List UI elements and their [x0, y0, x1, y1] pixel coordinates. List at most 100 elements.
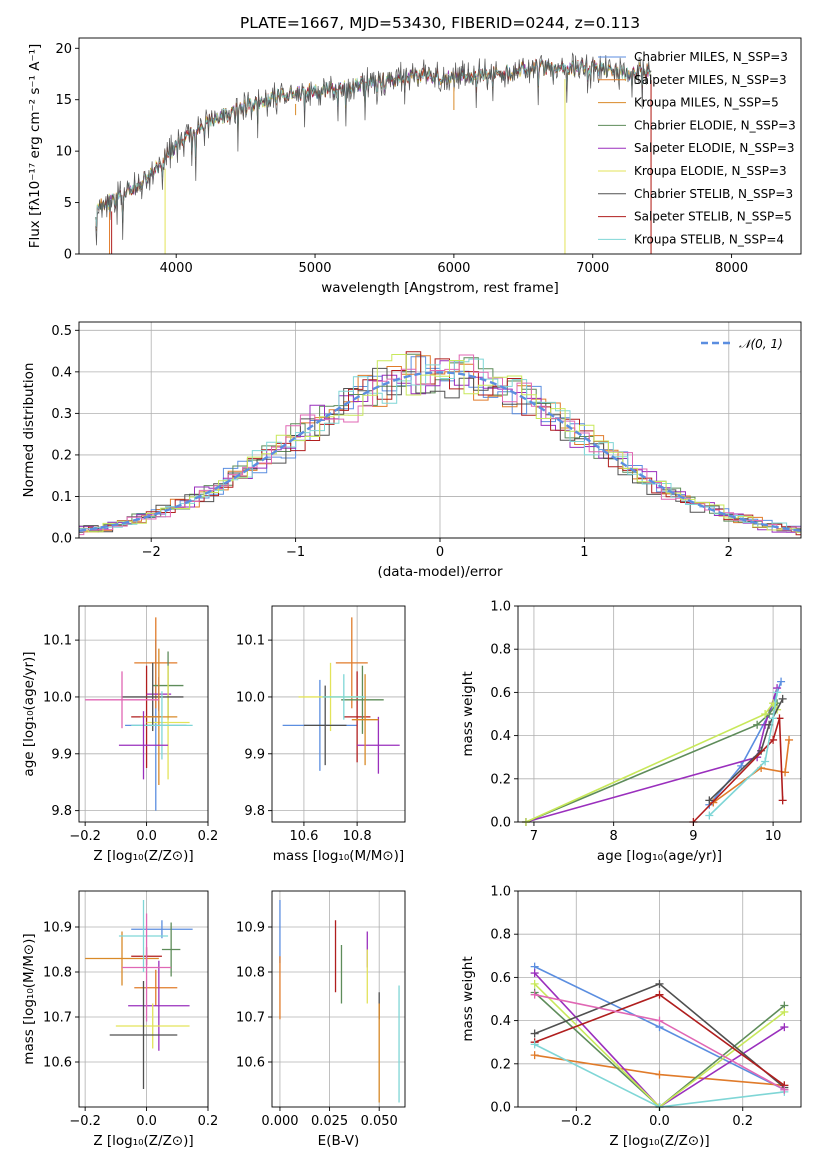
y-tick-label: 1.0: [490, 885, 511, 900]
series-marker: [769, 714, 778, 723]
x-tick-label: 1: [580, 545, 588, 560]
plot-frame: [78, 605, 209, 823]
x-tick-label: 8000: [715, 261, 748, 276]
legend-label: Kroupa STELIB, N_SSP=4: [634, 232, 784, 246]
errorbar-point: [122, 662, 184, 732]
errorbar-point: [118, 900, 169, 972]
y-tick-label: 0.6: [490, 971, 511, 986]
x-tick-label: 5000: [298, 261, 331, 276]
y-tick-label: 0.2: [490, 1057, 511, 1072]
frame-spectrum: 4000 5000 6000 7000 8000 0 5 10 15 20 wavelength […: [27, 37, 802, 296]
x-tick-label: −1: [286, 545, 305, 560]
y-tick-label: 10.1: [43, 634, 72, 649]
y-tick-label: 0.8: [490, 928, 511, 943]
y-axis-label: mass weight: [460, 671, 476, 756]
y-axis-label: Flux [fλ10⁻¹⁷ erg cm⁻² s⁻¹ A⁻¹]: [27, 44, 43, 249]
frame-ebv-mass: 0.000 0.025 0.050 10.6 10.7 10.8 10.9 E(B-V): [236, 890, 406, 1149]
y-tick-label: 0.0: [490, 816, 511, 831]
errorbar-point: [134, 969, 178, 1006]
frame-age-weight: 7 8 9 10 0.0 0.2 0.4 0.6 0.8 1.0 age [log₁₀(age/yr…: [460, 600, 802, 864]
x-tick-label: 10: [765, 829, 782, 844]
plot-frame: [517, 605, 802, 823]
y-tick-label: 9.8: [244, 804, 265, 819]
plot-frame: [78, 37, 802, 255]
normal-curve: [79, 371, 801, 532]
y-axis-label: mass weight: [460, 956, 476, 1041]
errorbar-point: [131, 920, 193, 939]
histogram-legend: 𝒩(0, 1): [701, 337, 783, 351]
y-tick-label: 0: [64, 248, 72, 263]
y-tick-label: 10.6: [236, 1056, 265, 1071]
series-marker: [530, 1040, 539, 1049]
y-tick-label: 10.6: [43, 1056, 72, 1071]
y-axis-label: Normed distribution: [21, 363, 37, 498]
y-tick-label: 10.0: [43, 690, 72, 705]
x-tick-label: −0.2: [69, 829, 101, 844]
y-tick-label: 5: [64, 196, 72, 211]
legend-label: Kroupa MILES, N_SSP=5: [634, 96, 779, 110]
y-tick-label: 20: [55, 42, 72, 57]
series-marker: [530, 969, 539, 978]
series-line-1: [712, 739, 790, 804]
errorbars-ebv-mass: [279, 900, 400, 1103]
y-tick-label: 0.4: [490, 729, 511, 744]
errorbars-z-mass: [85, 900, 193, 1089]
x-tick-label: 8: [610, 829, 618, 844]
y-tick-label: 10.9: [43, 921, 72, 936]
legend-label: Chabrier MILES, N_SSP=3: [634, 50, 788, 64]
series-marker: [530, 990, 539, 999]
x-tick-label: 0.000: [261, 1114, 298, 1129]
errorbar-point: [128, 960, 190, 1051]
errorbar-point: [122, 913, 172, 1022]
x-tick-label: 9: [689, 829, 697, 844]
plot-frame: [78, 890, 209, 1108]
frame-z-weight: −0.2 0.0 0.2 0.0 0.2 0.4 0.6 0.8 1.0 Z [log₁₀(Z/Z…: [460, 885, 802, 1149]
x-tick-label: 6000: [437, 261, 470, 276]
plot-frame: [271, 890, 406, 1108]
spectrum-lines: [95, 52, 652, 254]
x-axis-label: Z [log₁₀(Z/Z⊙)]: [609, 1133, 709, 1149]
axes-residuals: [79, 322, 801, 539]
series-marker: [705, 796, 714, 805]
series-marker: [773, 688, 782, 697]
errorbar-point: [351, 674, 379, 766]
y-tick-label: 0.4: [51, 365, 72, 380]
axes-mass-age: [272, 606, 405, 822]
x-tick-label: −2: [142, 545, 161, 560]
series-marker: [780, 1023, 789, 1032]
y-tick-label: 10.7: [43, 1011, 72, 1026]
legend-label: 𝒩(0, 1): [739, 337, 783, 351]
y-tick-label: 10: [55, 145, 72, 160]
series-marker: [778, 694, 787, 703]
y-tick-label: 0.6: [490, 686, 511, 701]
series-marker: [757, 746, 766, 755]
frame-z-mass: −0.2 0.0 0.2 10.6 10.7 10.8 10.9 Z [log₁₀(Z/Z⊙)…: [21, 890, 219, 1149]
x-tick-label: 10.8: [343, 829, 372, 844]
series-marker: [655, 990, 664, 999]
legend-label: Salpeter ELODIE, N_SSP=3: [634, 141, 795, 155]
spectrum-line-6: [95, 52, 652, 246]
y-tick-label: 10.0: [236, 690, 265, 705]
y-tick-label: 9.8: [51, 804, 72, 819]
y-tick-label: 0.0: [51, 532, 72, 547]
x-tick-label: 0.0: [649, 1114, 670, 1129]
y-tick-label: 10.8: [43, 966, 72, 981]
errorbar-point: [140, 648, 178, 786]
x-axis-label: E(B-V): [318, 1133, 360, 1149]
errorbar-point: [341, 665, 384, 734]
x-tick-label: 0.0: [136, 1114, 157, 1129]
series-marker: [769, 735, 778, 744]
y-tick-label: 10.8: [236, 966, 265, 981]
series-marker: [761, 757, 770, 766]
frame-mass-age: 10.6 10.8 9.8 9.9 10.0 10.1 mass [log₁₀(M/M⊙)]: [236, 605, 406, 864]
x-tick-label: 0.2: [198, 1114, 219, 1129]
series-marker: [655, 1070, 664, 1079]
y-tick-label: 10.1: [236, 634, 265, 649]
x-tick-label: −0.2: [560, 1114, 592, 1129]
errorbar-point: [109, 981, 178, 1089]
series-marker: [737, 761, 746, 770]
errorbar-point: [115, 1003, 190, 1049]
x-tick-label: 7000: [576, 261, 609, 276]
series-marker: [530, 979, 539, 988]
